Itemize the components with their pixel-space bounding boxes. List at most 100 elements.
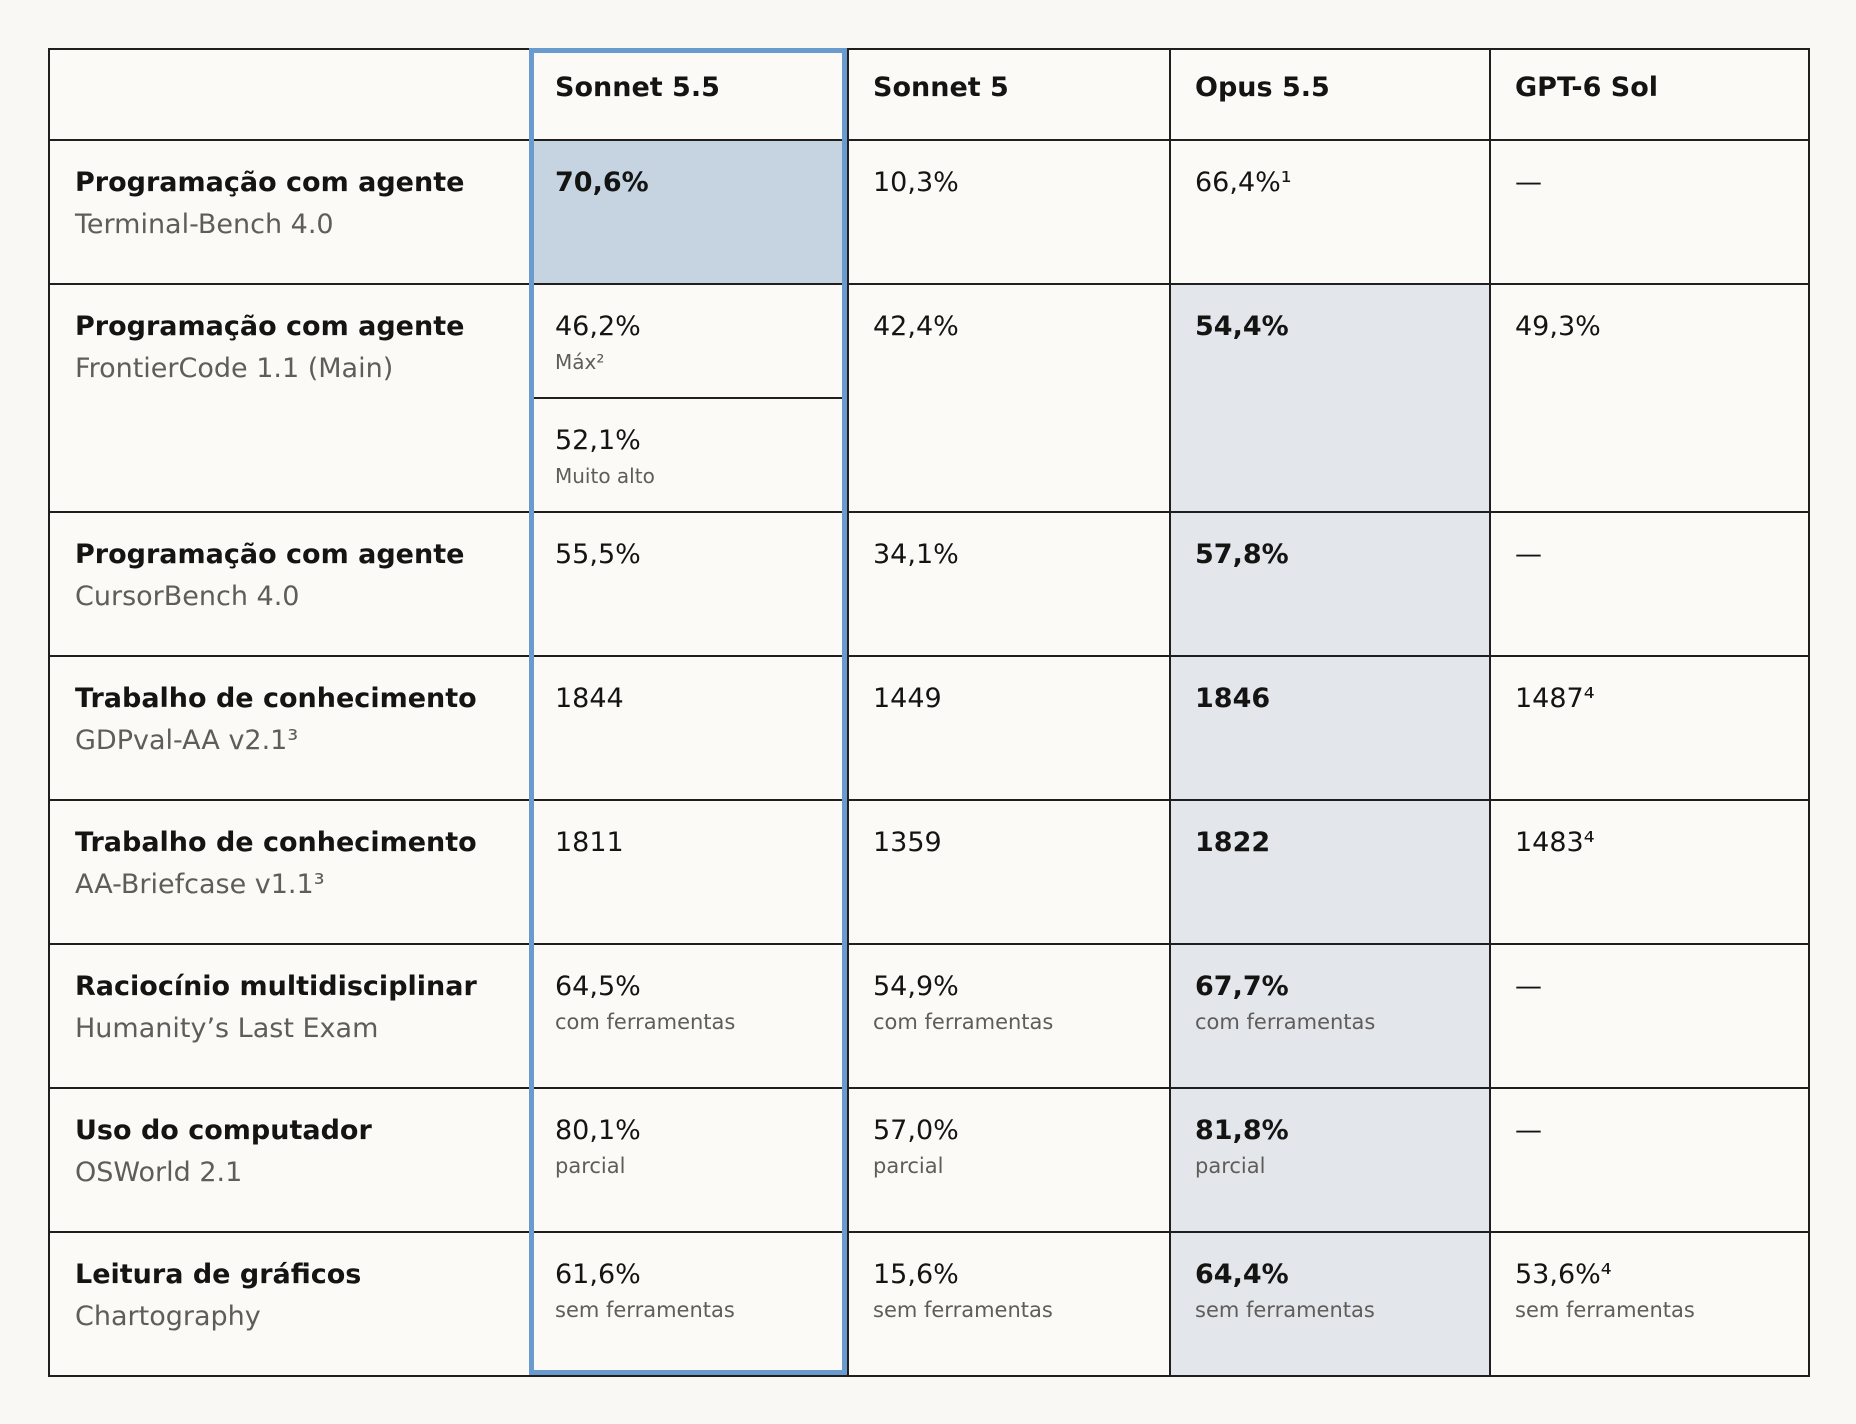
cell-gpt-6-sol: — [1489,1087,1810,1233]
score-value: 1483⁴ [1515,827,1595,858]
score-value: 81,8% [1195,1115,1289,1146]
table-row: Programação com agente FrontierCode 1.1 … [48,283,1810,513]
score-value: 55,5% [555,539,641,570]
cell-sonnet-5-5: 61,6% sem ferramentas [529,1231,849,1377]
score-value: — [1515,971,1542,1002]
benchmark-comparison-table: Sonnet 5.5 Sonnet 5 Opus 5.5 GPT-6 Sol P… [48,48,1810,1377]
score-value: 67,7% [1195,971,1289,1002]
score-value: 52,1% [555,425,641,456]
score-note: com ferramentas [1195,1010,1376,1034]
cell-sonnet-5-5-max: 46,2% Máx² [529,283,849,399]
table-row: Trabalho de conhecimento AA-Briefcase v1… [48,799,1810,945]
score-note: parcial [555,1154,626,1178]
score-value: 80,1% [555,1115,641,1146]
cell-sonnet-5-5: 1844 [529,655,849,801]
cell-opus-5-5: 57,8% [1169,511,1491,657]
cell-gpt-6-sol: 1487⁴ [1489,655,1810,801]
cell-sonnet-5-5: 70,6% [529,139,849,285]
cell-opus-5-5: 67,7% com ferramentas [1169,943,1491,1089]
score-note: parcial [873,1154,944,1178]
category-label: Trabalho de conhecimento [75,683,477,714]
category-label: Trabalho de conhecimento [75,827,477,858]
score-value: 57,0% [873,1115,959,1146]
category-label: Programação com agente [75,539,465,570]
cell-gpt-6-sol: — [1489,139,1810,285]
score-value: — [1515,1115,1542,1146]
cell-sonnet-5-5: 64,5% com ferramentas [529,943,849,1089]
header-row: Sonnet 5.5 Sonnet 5 Opus 5.5 GPT-6 Sol [48,48,1810,141]
score-note: sem ferramentas [1515,1298,1695,1322]
score-value: 49,3% [1515,311,1601,342]
score-value: 70,6% [555,167,649,198]
score-value: 66,4%¹ [1195,167,1292,198]
cell-sonnet-5: 1359 [847,799,1171,945]
score-note: Máx² [555,350,605,374]
header-opus-5-5: Opus 5.5 [1169,48,1491,141]
score-note: sem ferramentas [873,1298,1053,1322]
header-gpt-6-sol: GPT-6 Sol [1489,48,1810,141]
cell-opus-5-5: 1822 [1169,799,1491,945]
score-value: 1359 [873,827,942,858]
benchmark-label: GDPval-AA v2.1³ [75,725,299,756]
table-row: Uso do computador OSWorld 2.1 80,1% parc… [48,1087,1810,1233]
cell-gpt-6-sol: 53,6%⁴ sem ferramentas [1489,1231,1810,1377]
category-label: Programação com agente [75,311,465,342]
cell-sonnet-5: 1449 [847,655,1171,801]
row-label-cell: Raciocínio multidisciplinar Humanity’s L… [48,943,531,1089]
score-note: com ferramentas [873,1010,1054,1034]
benchmark-label: FrontierCode 1.1 (Main) [75,353,394,384]
cell-gpt-6-sol: — [1489,511,1810,657]
score-value: 1487⁴ [1515,683,1595,714]
cell-sonnet-5: 42,4% [847,283,1171,513]
score-value: 1822 [1195,827,1271,858]
cell-gpt-6-sol: 49,3% [1489,283,1810,513]
score-note: sem ferramentas [1195,1298,1375,1322]
cell-sonnet-5-5: 55,5% [529,511,849,657]
table-row: Programação com agente CursorBench 4.0 5… [48,511,1810,657]
cell-opus-5-5: 64,4% sem ferramentas [1169,1231,1491,1377]
row-label-cell: Programação com agente Terminal-Bench 4.… [48,139,531,285]
cell-sonnet-5: 34,1% [847,511,1171,657]
cell-gpt-6-sol: 1483⁴ [1489,799,1810,945]
cell-opus-5-5: 54,4% [1169,283,1491,513]
row-label-cell: Trabalho de conhecimento AA-Briefcase v1… [48,799,531,945]
cell-sonnet-5-5: 80,1% parcial [529,1087,849,1233]
category-label: Leitura de gráficos [75,1259,362,1290]
cell-sonnet-5: 54,9% com ferramentas [847,943,1171,1089]
score-value: 54,9% [873,971,959,1002]
score-note: com ferramentas [555,1010,736,1034]
header-sonnet-5: Sonnet 5 [847,48,1171,141]
score-value: — [1515,167,1542,198]
score-value: 54,4% [1195,311,1289,342]
benchmark-label: Terminal-Bench 4.0 [75,209,334,240]
score-value: 1844 [555,683,624,714]
table-row: Trabalho de conhecimento GDPval-AA v2.1³… [48,655,1810,801]
category-label: Raciocínio multidisciplinar [75,971,477,1002]
header-sonnet-5-5: Sonnet 5.5 [529,48,849,141]
score-value: — [1515,539,1542,570]
benchmark-label: Humanity’s Last Exam [75,1013,379,1044]
row-label-cell: Programação com agente CursorBench 4.0 [48,511,531,657]
category-label: Programação com agente [75,167,465,198]
score-value: 64,5% [555,971,641,1002]
header-empty-cell [48,48,531,141]
cell-sonnet-5-5-very-high: 52,1% Muito alto [529,397,849,513]
score-value: 10,3% [873,167,959,198]
benchmark-label: OSWorld 2.1 [75,1157,243,1188]
score-value: 46,2% [555,311,641,342]
score-value: 53,6%⁴ [1515,1259,1612,1290]
cell-sonnet-5: 15,6% sem ferramentas [847,1231,1171,1377]
row-label-cell: Trabalho de conhecimento GDPval-AA v2.1³ [48,655,531,801]
benchmark-label: CursorBench 4.0 [75,581,300,612]
score-value: 15,6% [873,1259,959,1290]
table-row: Raciocínio multidisciplinar Humanity’s L… [48,943,1810,1089]
score-note: sem ferramentas [555,1298,735,1322]
cell-opus-5-5: 66,4%¹ [1169,139,1491,285]
cell-sonnet-5: 10,3% [847,139,1171,285]
table-row: Programação com agente Terminal-Bench 4.… [48,139,1810,285]
row-label-cell: Leitura de gráficos Chartography [48,1231,531,1377]
score-value: 34,1% [873,539,959,570]
cell-sonnet-5: 57,0% parcial [847,1087,1171,1233]
score-note: Muito alto [555,464,655,488]
table-row: Leitura de gráficos Chartography 61,6% s… [48,1231,1810,1377]
